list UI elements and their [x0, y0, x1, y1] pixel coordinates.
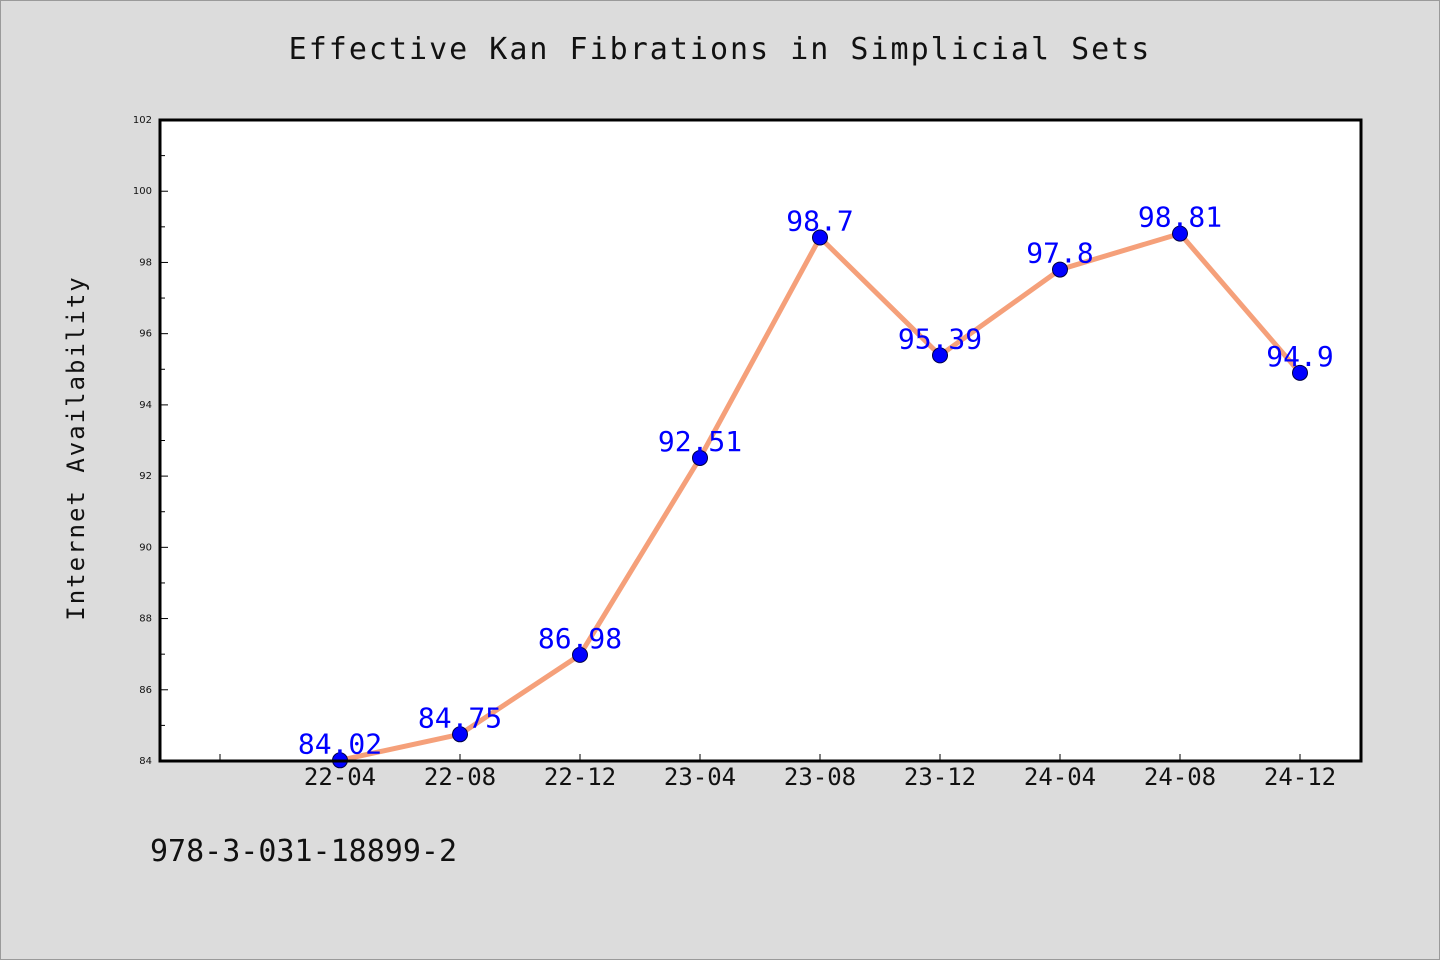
x-tick-label: 23-08	[784, 763, 856, 791]
x-tick-label: 22-08	[424, 763, 496, 791]
x-axis-ticks: 22-04 22-08 22-12 23-04 23-08 23-12 24-04 24-08…	[219, 754, 1336, 791]
data-point-marker	[1172, 225, 1188, 242]
x-tick-label: 22-12	[544, 763, 616, 791]
data-label: 98.7	[786, 205, 853, 238]
plot-border	[158, 118, 1363, 763]
y-tick-label: 86	[139, 685, 152, 696]
data-label: 95.39	[898, 322, 982, 355]
data-point-marker	[1052, 261, 1068, 278]
data-point-marker	[692, 449, 708, 466]
y-tick-label: 100	[133, 186, 152, 197]
y-tick-label: 90	[139, 542, 152, 553]
plot-area	[160, 120, 1361, 761]
data-point-marker	[572, 646, 588, 663]
y-tick-label: 88	[139, 614, 152, 625]
data-label: 92.51	[658, 425, 742, 458]
data-label: 84.75	[418, 701, 502, 734]
data-labels: 84.02 84.75 86.98 92.51 98.7 95.39 97.8 98.81 94…	[298, 201, 1334, 761]
x-tick-label: 23-12	[904, 763, 976, 791]
data-label: 97.8	[1026, 237, 1093, 270]
x-tick-label: 24-04	[1024, 763, 1096, 791]
series-markers	[332, 225, 1308, 769]
data-point-marker	[452, 726, 468, 743]
data-point-marker	[812, 229, 828, 246]
y-tick-label: 92	[139, 471, 152, 482]
y-tick-label: 84	[139, 756, 152, 767]
data-label: 94.9	[1266, 340, 1333, 373]
chart-title: Effective Kan Fibrations in Simplicial S…	[288, 32, 1152, 67]
y-tick-label: 102	[133, 115, 152, 126]
data-point-marker	[932, 347, 948, 364]
x-tick-label: 24-08	[1144, 763, 1216, 791]
data-label: 84.02	[298, 727, 382, 760]
x-tick-label: 23-04	[664, 763, 736, 791]
data-label: 98.81	[1138, 201, 1222, 234]
x-tick-label: 24-12	[1264, 763, 1336, 791]
y-tick-label: 94	[139, 400, 152, 411]
y-tick-label: 98	[139, 257, 152, 268]
data-point-marker	[1292, 364, 1308, 381]
footer-text: 978-3-031-18899-2	[150, 834, 458, 869]
data-label: 86.98	[538, 622, 622, 655]
y-tick-label: 96	[139, 329, 152, 340]
